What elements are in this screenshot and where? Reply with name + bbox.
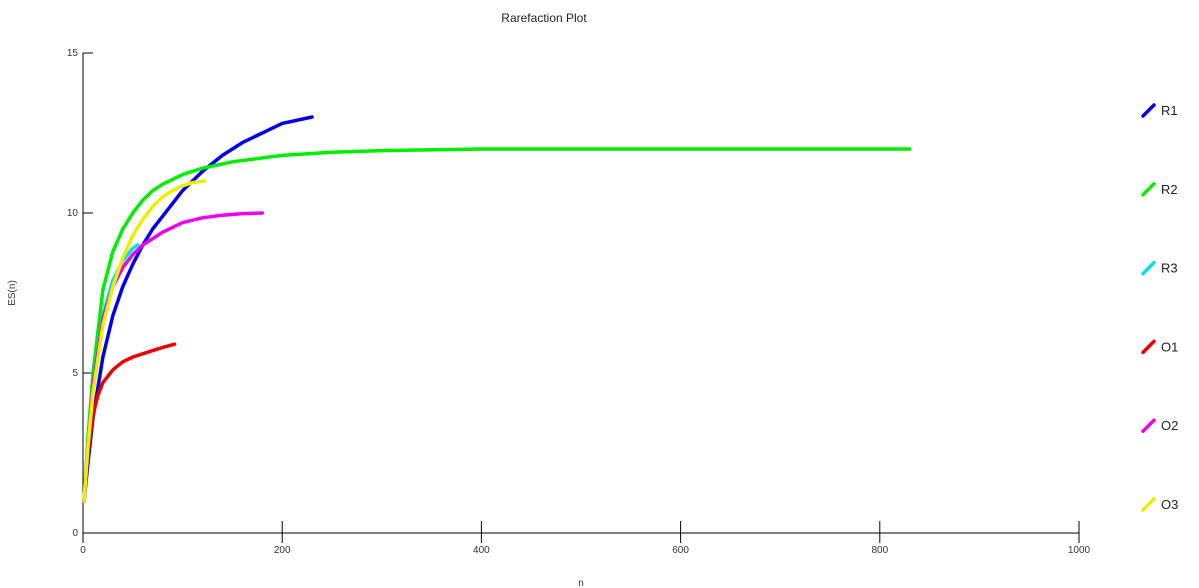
- legend-swatch-o1: [1141, 339, 1156, 355]
- legend-label-o1: O1: [1161, 339, 1178, 354]
- legend: R1 R2 R3 O1 O2 O3: [1141, 103, 1178, 512]
- legend-label-r2: R2: [1161, 182, 1178, 197]
- legend-swatch-o2: [1141, 418, 1156, 433]
- chart-title: Rarefaction Plot: [501, 11, 587, 25]
- legend-label-o2: O2: [1161, 418, 1178, 433]
- x-tick-label: 0: [80, 545, 86, 556]
- y-tick-label: 15: [67, 48, 79, 59]
- legend-label-r3: R3: [1161, 261, 1178, 276]
- y-tick-label: 0: [72, 528, 78, 539]
- x-tick-label: 400: [473, 545, 490, 556]
- series-layer: [82, 115, 912, 503]
- x-tick-label: 1000: [1068, 545, 1091, 556]
- x-tick-label: 600: [672, 545, 689, 556]
- axes: 0 200 400 600 800 1000 0 5 10 15: [67, 48, 1091, 556]
- legend-label-r1: R1: [1161, 103, 1178, 118]
- legend-swatch-r1: [1141, 103, 1156, 118]
- x-tick-label: 800: [871, 545, 888, 556]
- y-tick-label: 10: [67, 208, 79, 219]
- legend-swatch-o3: [1141, 497, 1156, 512]
- series-line-o3: [82, 179, 207, 503]
- series-line-o1: [82, 342, 177, 503]
- series-line-r2: [82, 147, 912, 503]
- legend-swatch-r2: [1141, 182, 1156, 197]
- x-tick-label: 200: [274, 545, 291, 556]
- y-tick-label: 5: [72, 368, 78, 379]
- series-line-r1: [82, 115, 314, 503]
- legend-label-o3: O3: [1161, 497, 1178, 512]
- y-axis-label: ES(n): [7, 280, 18, 306]
- x-axis-label: n: [578, 578, 584, 588]
- legend-swatch-r3: [1141, 260, 1156, 276]
